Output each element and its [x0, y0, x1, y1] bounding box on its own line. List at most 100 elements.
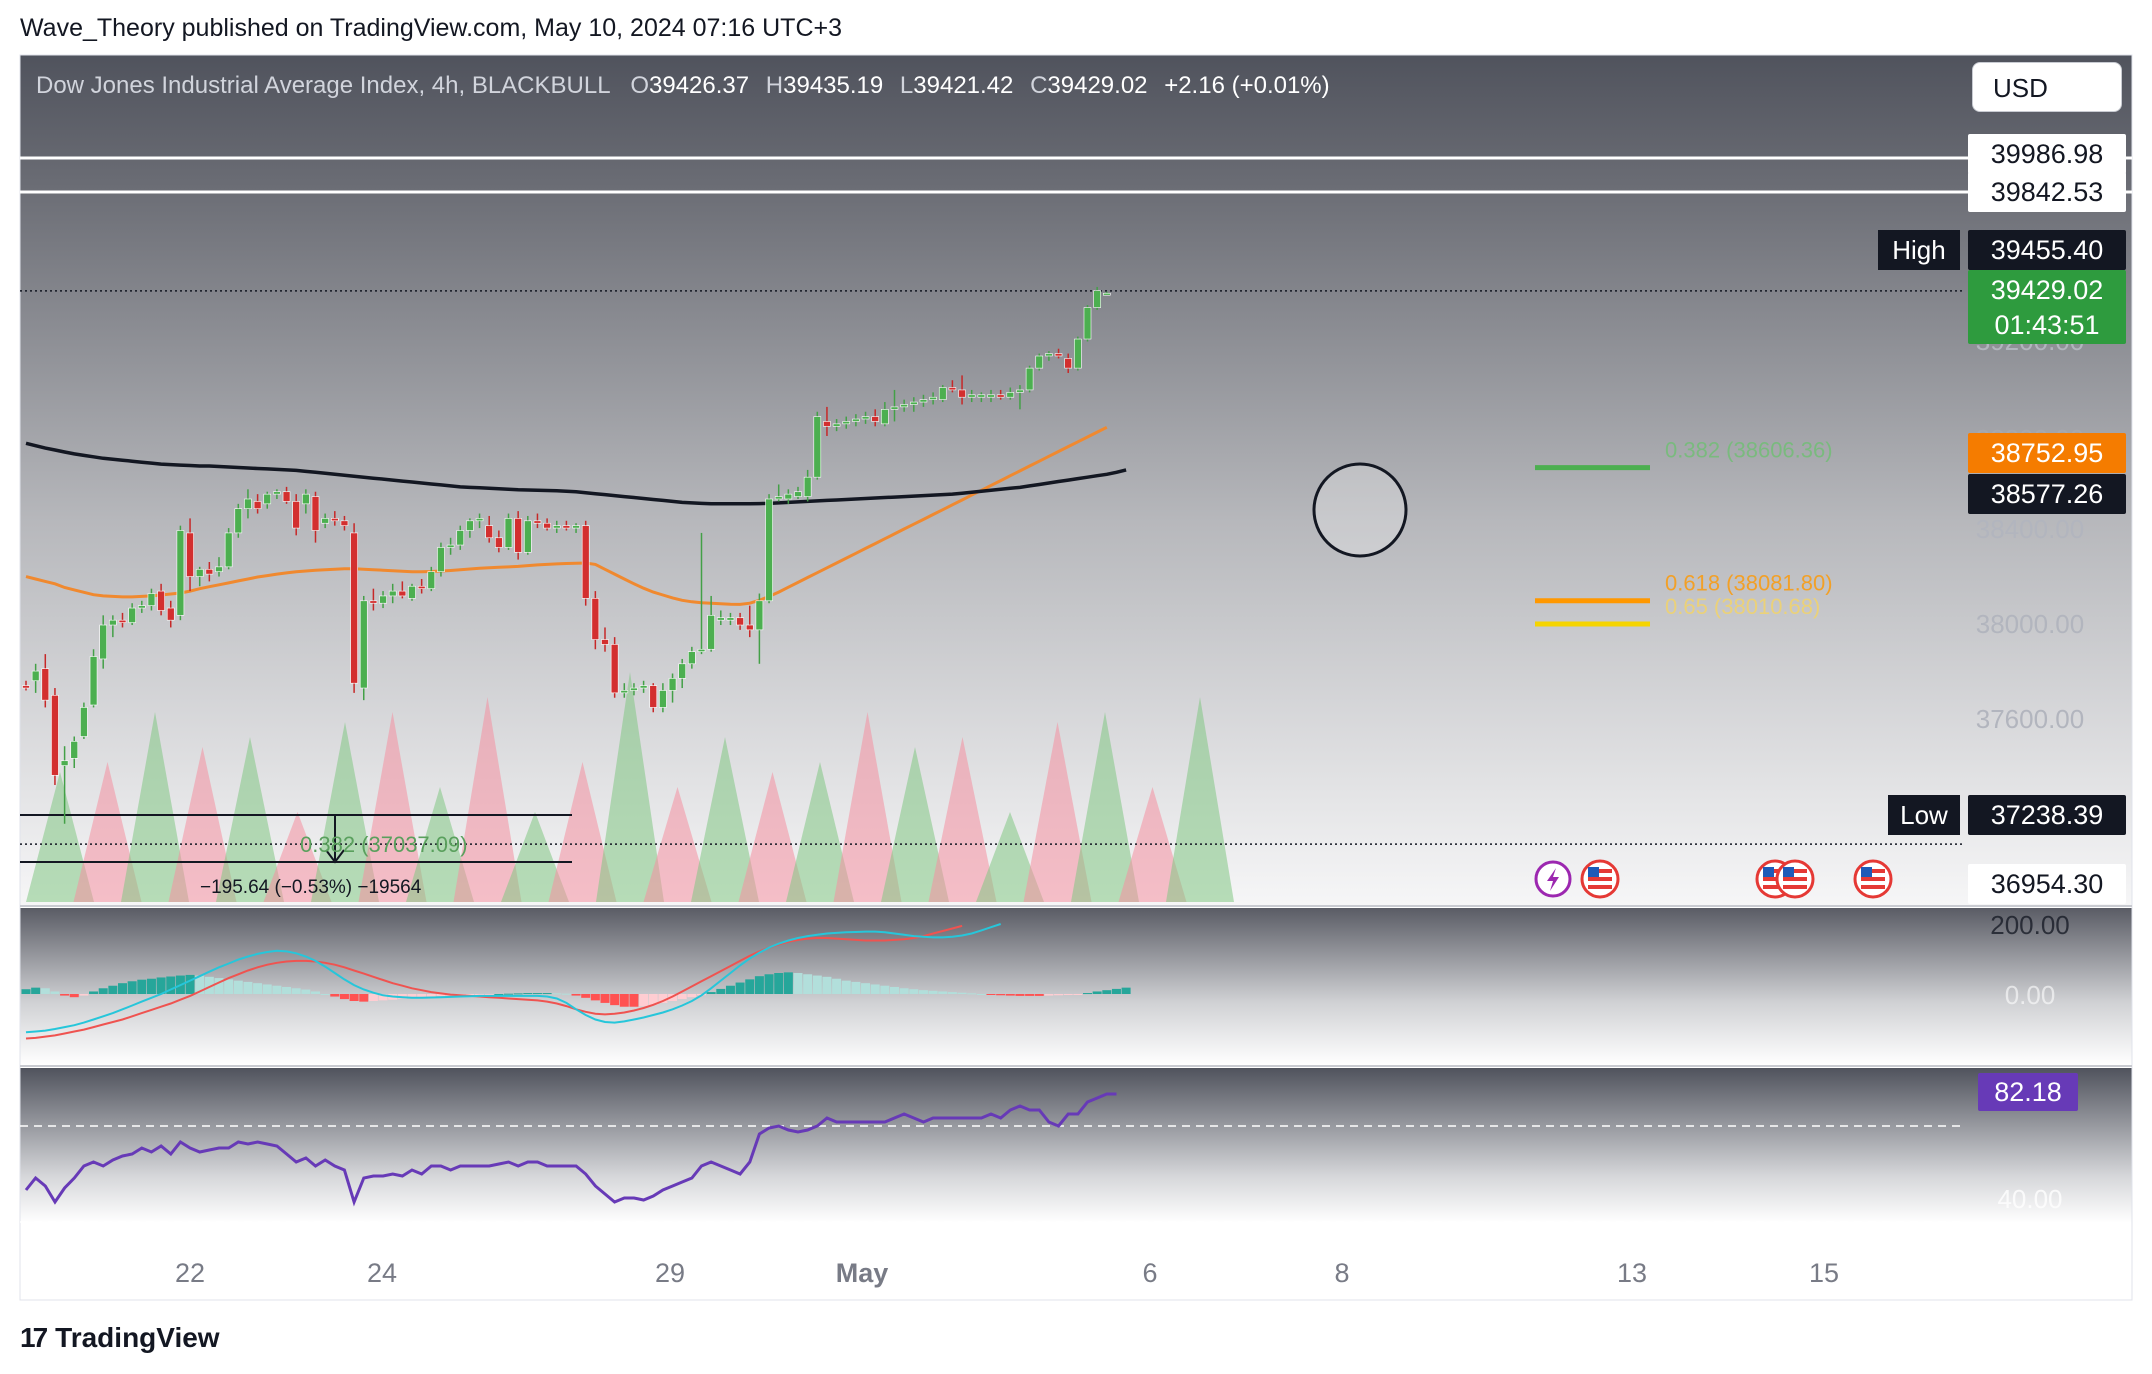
currency-selector[interactable]: USD: [1972, 62, 2122, 112]
volume-profile: [26, 672, 1234, 902]
macd-hist-bar: [793, 973, 803, 994]
macd-indicator: [21, 923, 1131, 1040]
candle-body: [726, 617, 735, 621]
price-tag-prefix-bg: [1888, 795, 1960, 835]
rsi-value-tag: 82.18: [1994, 1077, 2062, 1107]
price-tag-bg: [1968, 795, 2126, 835]
macd-hist-bar: [417, 994, 427, 998]
macd-hist-bar: [677, 994, 687, 1000]
ema-path: [25, 425, 1108, 606]
macd-hist-bar: [976, 994, 986, 995]
volume-peak: [786, 762, 854, 902]
event-markers[interactable]: [1534, 859, 1893, 899]
macd-hist-bar: [475, 994, 485, 995]
macd-hist-bar: [648, 994, 658, 1005]
candle-body: [147, 593, 156, 606]
candle-body: [446, 544, 455, 548]
candle-body: [909, 401, 918, 405]
macd-hist-bar: [1092, 991, 1102, 994]
c-value: 39429.02: [1047, 72, 1148, 99]
macd-hist-bar: [986, 994, 996, 995]
candle-body: [591, 598, 600, 640]
macd-hist-bar: [359, 994, 369, 1002]
macd-hist-bar: [89, 991, 99, 994]
macd-hist-bar: [368, 994, 378, 1001]
candle-body: [996, 394, 1005, 398]
candle-body: [610, 644, 619, 694]
macd-hist-bar: [233, 980, 243, 994]
macd-hist-bar: [542, 993, 552, 995]
macd-hist-bar: [1015, 994, 1025, 996]
candle-body: [514, 518, 522, 553]
candle-body: [1054, 353, 1063, 357]
candle-body: [330, 518, 339, 522]
candle-body: [832, 423, 841, 427]
time-axis-label: 8: [1334, 1258, 1349, 1288]
macd-hist-bar: [880, 985, 890, 994]
time-axis-label: 15: [1809, 1258, 1839, 1288]
macd-hist-bar: [185, 974, 195, 994]
volume-peak: [1166, 697, 1234, 902]
macd-hist-bar: [600, 994, 610, 1003]
candle-body: [340, 520, 349, 526]
time-axis[interactable]: 22 24 29 May 6 8 13 15: [175, 1258, 1839, 1288]
footer-brand[interactable]: 17 TradingView: [20, 1322, 220, 1354]
macd-hist-bar: [861, 983, 871, 994]
candle-body: [572, 525, 580, 529]
time-axis-label: 29: [655, 1258, 685, 1288]
candle-body: [900, 404, 908, 408]
macd-hist-bar: [262, 984, 272, 994]
publisher-line: Wave_Theory published on TradingView.com…: [20, 14, 842, 42]
candle-body: [871, 416, 880, 422]
candle-body: [987, 394, 995, 398]
candle-body: [369, 600, 378, 604]
highlight-circle: [1312, 462, 1408, 558]
candle-body: [523, 520, 532, 553]
candle-body: [1025, 367, 1034, 391]
candle-body: [1006, 392, 1015, 398]
price-tag-prefix: High: [1892, 235, 1945, 265]
volume-peak: [311, 722, 379, 902]
price-tag-prefix: Low: [1900, 800, 1948, 830]
macd-hist-bar: [590, 994, 600, 1001]
candle-body: [774, 496, 783, 500]
macd-hist-bar: [735, 982, 745, 994]
macd-hist-bar: [504, 993, 513, 995]
time-axis-label: 24: [367, 1258, 397, 1288]
candle-body: [302, 493, 310, 505]
candle-body: [138, 605, 146, 609]
price-tag-bg: [1968, 474, 2126, 514]
macd-hist-bar: [523, 993, 533, 995]
macd-hist-bar: [60, 994, 70, 996]
macd-hist-bar: [407, 994, 417, 998]
rsi-indicator: [20, 1092, 1965, 1223]
candle-body: [755, 600, 764, 631]
candle-body: [176, 530, 185, 616]
candle-body: [803, 476, 812, 497]
macd-hist-bar: [339, 994, 349, 1000]
candle-body: [388, 590, 397, 597]
macd-hist-bar: [629, 994, 639, 1007]
candle-body: [109, 619, 117, 626]
macd-hist-bar: [127, 981, 137, 994]
macd-hist-bar: [803, 974, 813, 994]
h-label: H: [765, 72, 784, 99]
chart-frame: [19, 54, 2133, 1301]
h-value: 39435.19: [783, 72, 884, 99]
price-tag-bg: [1968, 134, 2126, 174]
macd-hist-bar: [938, 991, 948, 994]
price-axis[interactable]: 39200.0038400.0038000.0037600.0038800.00…: [1878, 134, 2126, 1214]
candle-body: [186, 532, 194, 577]
macd-hist-bar: [69, 994, 79, 998]
volume-peak: [1023, 722, 1092, 902]
price-tag-label: 39455.40: [1991, 235, 2104, 265]
macd-hist-bar: [1034, 994, 1044, 996]
price-tag-bg: [1968, 172, 2126, 212]
candles: [22, 286, 1111, 824]
macd-hist-bar: [706, 992, 716, 994]
candle-body: [417, 585, 426, 589]
symbol-legend[interactable]: Dow Jones Industrial Average Index, 4h, …: [36, 72, 1330, 100]
candle-body: [938, 387, 947, 400]
candle-body: [581, 525, 590, 599]
